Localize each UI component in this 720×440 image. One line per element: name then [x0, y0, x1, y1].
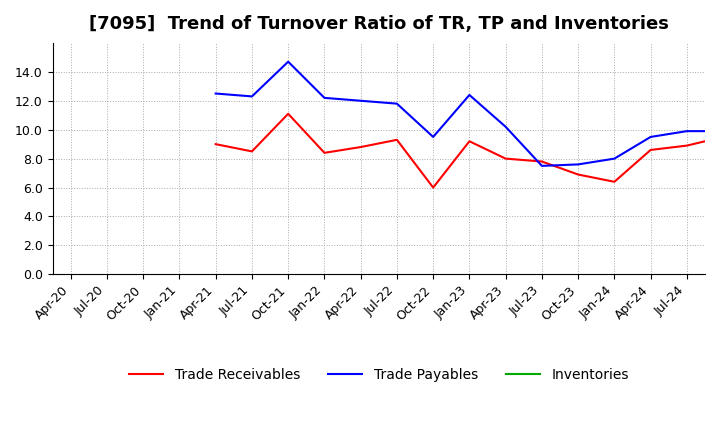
Line: Trade Receivables: Trade Receivables	[216, 114, 720, 187]
Trade Receivables	[574, 172, 582, 177]
Trade Payables	[574, 162, 582, 167]
Trade Receivables	[284, 111, 292, 117]
Trade Receivables	[356, 144, 365, 150]
Trade Payables	[429, 134, 438, 139]
Trade Payables	[212, 91, 220, 96]
Trade Receivables	[647, 147, 655, 153]
Trade Payables	[501, 124, 510, 129]
Trade Payables	[538, 163, 546, 169]
Title: [7095]  Trend of Turnover Ratio of TR, TP and Inventories: [7095] Trend of Turnover Ratio of TR, TP…	[89, 15, 669, 33]
Trade Receivables	[538, 159, 546, 164]
Trade Payables	[719, 128, 720, 134]
Trade Payables	[320, 95, 329, 100]
Trade Receivables	[429, 185, 438, 190]
Line: Trade Payables: Trade Payables	[216, 62, 720, 166]
Trade Payables	[465, 92, 474, 98]
Trade Receivables	[212, 142, 220, 147]
Trade Receivables	[501, 156, 510, 161]
Legend: Trade Receivables, Trade Payables, Inventories: Trade Receivables, Trade Payables, Inven…	[123, 362, 634, 388]
Trade Receivables	[392, 137, 401, 143]
Trade Payables	[392, 101, 401, 106]
Trade Payables	[647, 134, 655, 139]
Trade Receivables	[719, 134, 720, 139]
Trade Receivables	[465, 139, 474, 144]
Trade Payables	[683, 128, 691, 134]
Trade Receivables	[683, 143, 691, 148]
Trade Payables	[248, 94, 256, 99]
Trade Payables	[284, 59, 292, 64]
Trade Receivables	[610, 179, 618, 184]
Trade Receivables	[248, 149, 256, 154]
Trade Payables	[610, 156, 618, 161]
Trade Payables	[356, 98, 365, 103]
Trade Receivables	[320, 150, 329, 155]
